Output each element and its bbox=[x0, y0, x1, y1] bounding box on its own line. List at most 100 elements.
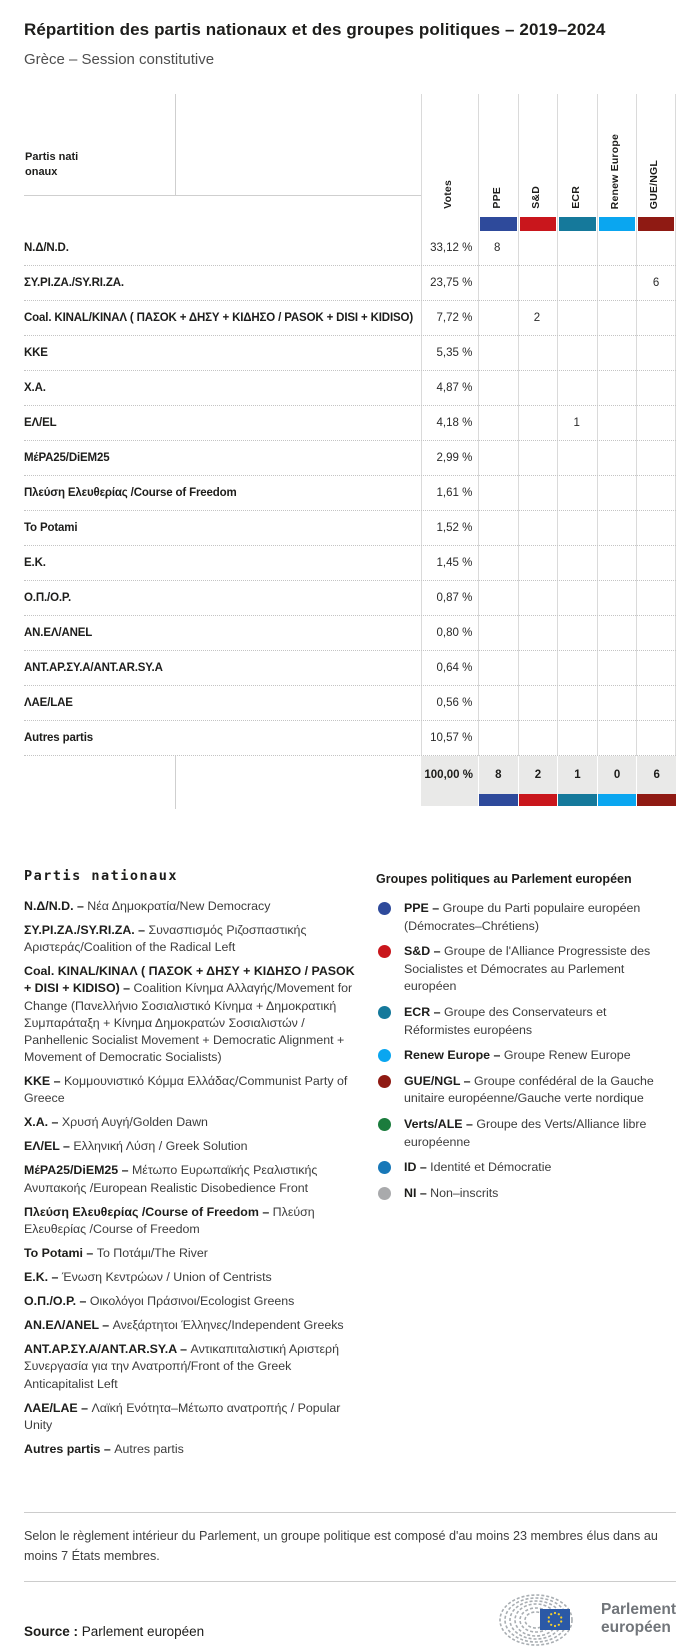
party-legend-name: Ε.Κ. – bbox=[24, 1269, 62, 1284]
group-legend-description: Groupe confédéral de la Gauche unitaire … bbox=[404, 1073, 654, 1106]
party-legend-item: Χ.Α. – Χρυσή Αυγή/Golden Dawn bbox=[24, 1114, 356, 1131]
group-legend-name: S&D – bbox=[404, 944, 444, 959]
party-legend-item: Coal. KINAL/ΚΙΝΑΛ ( ΠΑΣΟΚ + ΔΗΣΥ + ΚΙΔΗΣ… bbox=[24, 963, 356, 1066]
party-name: ΛΑΕ/LAE bbox=[24, 697, 73, 709]
total-votes: 100,00 % bbox=[424, 769, 473, 781]
group-color-dot bbox=[378, 1049, 391, 1063]
group-legend-name: ID – bbox=[404, 1160, 431, 1175]
column-grid-line bbox=[421, 94, 422, 756]
party-legend-name: Autres partis – bbox=[24, 1441, 115, 1456]
group-legend-item: Verts/ALE – Groupe des Verts/Alliance li… bbox=[376, 1116, 656, 1151]
group-legend-name: Verts/ALE – bbox=[404, 1117, 477, 1132]
total-color-bars bbox=[478, 794, 676, 806]
table-row: ΑΝ.ΕΛ/ANEL 0,80 % bbox=[24, 616, 676, 651]
votes-value: 0,87 % bbox=[436, 592, 473, 604]
logo-wordmark-line1: Parlement bbox=[601, 1601, 676, 1619]
column-header-gue-ngl: GUE/NGL bbox=[648, 159, 660, 209]
party-legend-name: Ο.Π./O.P. – bbox=[24, 1294, 90, 1309]
party-legend-item: ΛΑΕ/LAE – Λαϊκή Ενότητα–Μέτωπο ανατροπής… bbox=[24, 1400, 356, 1434]
group-legend-name: ECR – bbox=[404, 1005, 444, 1020]
party-legend-item: ΕΛ/EL – Ελληνική Λύση / Greek Solution bbox=[24, 1138, 356, 1155]
page-footer: Selon le règlement intérieur du Parlemen… bbox=[24, 1512, 676, 1646]
party-legend-item: ΑΝΤ.ΑΡ.ΣΥ.Α/ANT.AR.SY.A – Αντικαπιταλιστ… bbox=[24, 1341, 356, 1392]
group-color-dot bbox=[378, 945, 391, 959]
table-row: Ο.Π./O.P. 0,87 % bbox=[24, 581, 676, 616]
votes-value: 2,99 % bbox=[436, 452, 473, 464]
group-color-bar-ppe bbox=[479, 217, 517, 231]
party-legend-description: Το Ποτάμι/The River bbox=[96, 1245, 208, 1260]
party-legend-name: ΑΝΤ.ΑΡ.ΣΥ.Α/ANT.AR.SY.A – bbox=[24, 1342, 191, 1357]
total-left-divider bbox=[175, 756, 176, 809]
table-row: ΛΑΕ/LAE 0,56 % bbox=[24, 686, 676, 721]
party-name: Χ.Α. bbox=[24, 382, 46, 394]
party-legend-description: Αντικαπιταλιστική Αριστερή Συνεργασία γι… bbox=[24, 1342, 339, 1391]
column-grid-line bbox=[675, 94, 676, 756]
column-header-renew-europe: Renew Europe bbox=[609, 133, 621, 209]
party-legend-item: Ν.Δ/N.D. – Νέα Δημοκρατία/New Democracy bbox=[24, 898, 356, 915]
groups-legend-heading: Groupes politiques au Parlement européen bbox=[376, 872, 632, 886]
party-name: To Potami bbox=[24, 522, 78, 534]
party-legend-item: ΜέΡΑ25/DiEM25 – Μέτωπο Ευρωπαϊκής Ρεαλισ… bbox=[24, 1162, 356, 1196]
party-legend-item: Ο.Π./O.P. – Οικολόγοι Πράσινοι/Ecologist… bbox=[24, 1293, 356, 1310]
group-color-bar-s-d bbox=[519, 217, 556, 231]
votes-value: 4,87 % bbox=[436, 382, 473, 394]
party-legend-description: Ανεξάρτητοι Έλληνες/Independent Greeks bbox=[112, 1318, 344, 1333]
votes-value: 1,61 % bbox=[436, 487, 473, 499]
group-color-dot bbox=[378, 1006, 391, 1020]
table-header: Partis nationaux Votes PPE S&D ECR Renew Eur… bbox=[24, 94, 676, 217]
total-group-color-bar bbox=[517, 794, 558, 806]
group-legend-text: S&D – Groupe de l'Alliance Progressiste … bbox=[404, 943, 656, 996]
party-legend-description: Κομμουνιστικό Κόμμα Ελλάδας/Communist Pa… bbox=[24, 1073, 348, 1106]
party-legend-item: Πλεύση Ελευθερίας /Course of Freedom – Π… bbox=[24, 1204, 356, 1238]
seat-count: 8 bbox=[493, 242, 501, 254]
seat-count: 1 bbox=[573, 417, 580, 429]
party-legend-name: ΑΝ.ΕΛ/ANEL – bbox=[24, 1318, 113, 1333]
total-seat-count: 2 bbox=[517, 756, 558, 794]
column-header-ecr: ECR bbox=[570, 186, 582, 209]
votes-value: 7,72 % bbox=[436, 312, 473, 324]
source-line: Source : Parlement européen bbox=[24, 1624, 204, 1639]
party-legend-item: Autres partis – Autres partis bbox=[24, 1441, 356, 1458]
party-legend-description: Οικολόγοι Πράσινοι/Ecologist Greens bbox=[89, 1294, 295, 1309]
party-legend-description: Πλεύση Ελευθερίας /Course of Freedom bbox=[24, 1204, 315, 1236]
column-grid-line bbox=[597, 94, 598, 756]
footer-rule-bottom bbox=[24, 1581, 676, 1583]
table-row: ΑΝΤ.ΑΡ.ΣΥ.Α/ANT.AR.SY.A 0,64 % bbox=[24, 651, 676, 686]
total-group-color-bar bbox=[596, 794, 637, 806]
table-row: Ν.Δ/N.D. 33,12 % 8 bbox=[24, 231, 676, 266]
table-row: Πλεύση Ελευθερίας /Course of Freedom 1,61… bbox=[24, 476, 676, 511]
table-row: Coal. KINAL/ΚΙΝΑΛ ( ΠΑΣΟΚ + ΔΗΣΥ + ΚΙΔΗΣ… bbox=[24, 301, 676, 336]
party-legend-description: Χρυσή Αυγή/Golden Dawn bbox=[61, 1115, 208, 1130]
votes-value: 0,56 % bbox=[436, 697, 473, 709]
groups-legend: Groupes politiques au Parlement européen… bbox=[376, 868, 656, 1465]
party-legend-description: Λαϊκή Ενότητα–Μέτωπο ανατροπής / Popular… bbox=[24, 1400, 341, 1432]
group-legend-item: S&D – Groupe de l'Alliance Progressiste … bbox=[376, 943, 656, 996]
party-legend-name: Πλεύση Ελευθερίας /Course of Freedom – bbox=[24, 1204, 273, 1219]
source-label: Source : bbox=[24, 1624, 79, 1640]
party-legend-item: ΑΝ.ΕΛ/ANEL – Ανεξάρτητοι Έλληνες/Indepen… bbox=[24, 1317, 356, 1334]
header-divider-vertical bbox=[175, 94, 176, 195]
party-name: ΣΥ.ΡΙ.ΖΑ./SY.RI.ZA. bbox=[24, 277, 124, 289]
party-legend-item: To Potami – Το Ποτάμι/The River bbox=[24, 1245, 356, 1262]
party-name: ΜέΡΑ25/DiEM25 bbox=[24, 452, 110, 464]
votes-value: 0,64 % bbox=[436, 662, 473, 674]
group-legend-item: ID – Identité et Démocratie bbox=[376, 1159, 656, 1177]
party-legend-name: Coal. KINAL/ΚΙΝΑΛ ( ΠΑΣΟΚ + ΔΗΣΥ + ΚΙΔΗΣ… bbox=[24, 964, 355, 996]
party-legend-item: Ε.Κ. – Ένωση Κεντρώων / Union of Centris… bbox=[24, 1269, 356, 1286]
votes-value: 0,80 % bbox=[436, 627, 473, 639]
votes-value: 23,75 % bbox=[430, 277, 473, 289]
table-row: ΣΥ.ΡΙ.ΖΑ./SY.RI.ZA. 23,75 % 6 bbox=[24, 266, 676, 301]
group-legend-description: Non–inscrits bbox=[430, 1185, 499, 1200]
votes-value: 10,57 % bbox=[430, 732, 473, 744]
table-rows: Ν.Δ/N.D. 33,12 % 8 ΣΥ.ΡΙ.ΖΑ./SY.RI.ZA. 23,75… bbox=[24, 231, 676, 756]
group-legend-item: ECR – Groupe des Conservateurs et Réform… bbox=[376, 1004, 656, 1039]
group-legend-description: Groupe des Verts/Alliance libre européen… bbox=[404, 1117, 647, 1149]
group-legend-text: Verts/ALE – Groupe des Verts/Alliance li… bbox=[404, 1116, 656, 1151]
party-legend-name: ΜέΡΑ25/DiEM25 – bbox=[24, 1163, 132, 1178]
group-color-dot bbox=[378, 1161, 391, 1175]
group-color-bar-ecr bbox=[558, 217, 596, 231]
total-group-color-bar bbox=[478, 794, 518, 806]
page-subtitle: Grèce – Session constitutive bbox=[24, 51, 215, 68]
